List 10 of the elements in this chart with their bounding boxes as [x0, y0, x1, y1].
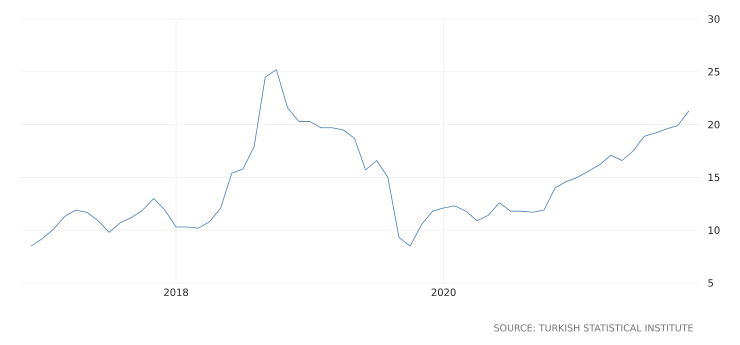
y-tick-label: 20 [708, 120, 720, 128]
x-tick-label: 2020 [432, 288, 456, 296]
x-tick-label: 2018 [164, 288, 188, 296]
y-tick-label: 15 [708, 174, 720, 182]
y-tick-label: 25 [708, 68, 720, 76]
source-note: SOURCE: TURKISH STATISTICAL INSTITUTE [494, 324, 693, 332]
y-tick-label: 10 [708, 226, 720, 234]
y-tick-label: 30 [708, 15, 720, 23]
y-tick-label: 5 [708, 279, 713, 287]
line-series [30, 69, 690, 246]
